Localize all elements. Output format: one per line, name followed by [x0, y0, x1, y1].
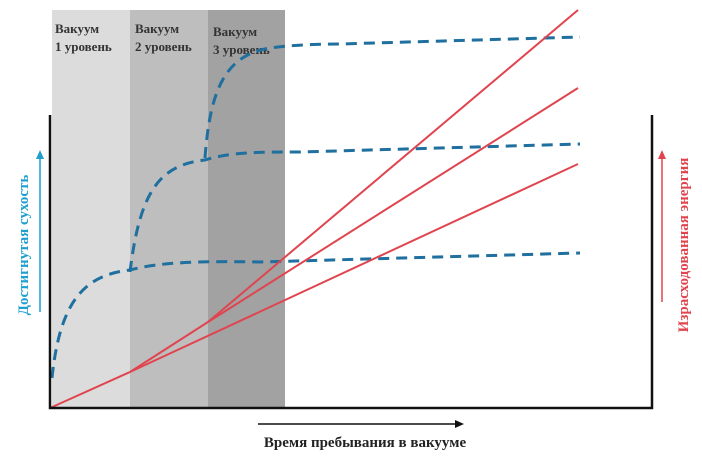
- band-2-label-line1: Вакуум: [135, 21, 179, 36]
- dryness-curve-3: [203, 35, 581, 159]
- dryness-arrowhead: [36, 150, 44, 159]
- band-2-label-line2: 2 уровень: [135, 39, 192, 54]
- left-axis-label: Достигнутая сухость: [16, 175, 32, 316]
- band-vacuum-3: [208, 10, 285, 408]
- x-axis-arrowhead: [455, 420, 464, 428]
- energy-line-high: [207, 9, 579, 323]
- band-3-label-line2: 3 уровень: [213, 42, 270, 57]
- energy-arrowhead: [658, 150, 666, 159]
- band-1-label-line2: 1 уровень: [55, 39, 112, 54]
- x-axis-label: Время пребывания в вакууме: [264, 435, 467, 451]
- right-axis-label: Израсходованная энергия: [676, 158, 692, 333]
- dryness-curve-2: [128, 142, 581, 273]
- band-vacuum-1: [52, 10, 130, 408]
- band-vacuum-2: [130, 10, 208, 408]
- chart-frame: [48, 115, 654, 410]
- band-3-label-line1: Вакуум: [213, 24, 257, 39]
- band-1-label-line1: Вакуум: [55, 21, 99, 36]
